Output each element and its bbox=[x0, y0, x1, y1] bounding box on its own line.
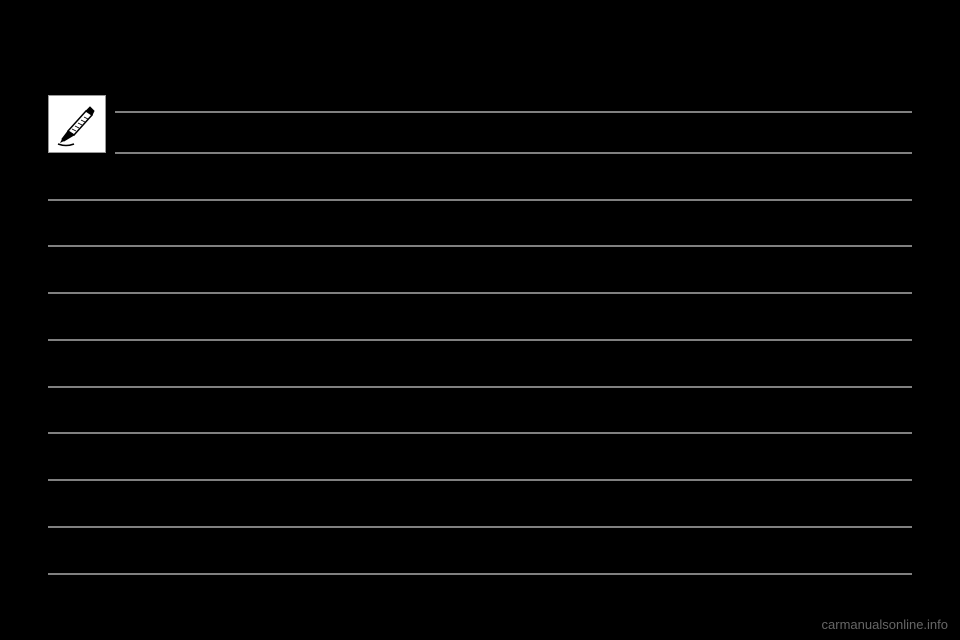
ruled-line bbox=[115, 111, 912, 113]
ruled-line bbox=[48, 573, 912, 575]
ruled-line bbox=[48, 292, 912, 294]
ruled-line bbox=[48, 479, 912, 481]
ruled-line bbox=[48, 432, 912, 434]
ruled-line bbox=[48, 526, 912, 528]
pen-icon-box bbox=[48, 95, 106, 153]
ruled-line bbox=[48, 386, 912, 388]
ruled-line bbox=[48, 245, 912, 247]
ruled-line bbox=[48, 339, 912, 341]
fountain-pen-icon bbox=[52, 99, 102, 149]
watermark-text: carmanualsonline.info bbox=[822, 617, 948, 632]
ruled-line bbox=[48, 199, 912, 201]
ruled-line bbox=[115, 152, 912, 154]
